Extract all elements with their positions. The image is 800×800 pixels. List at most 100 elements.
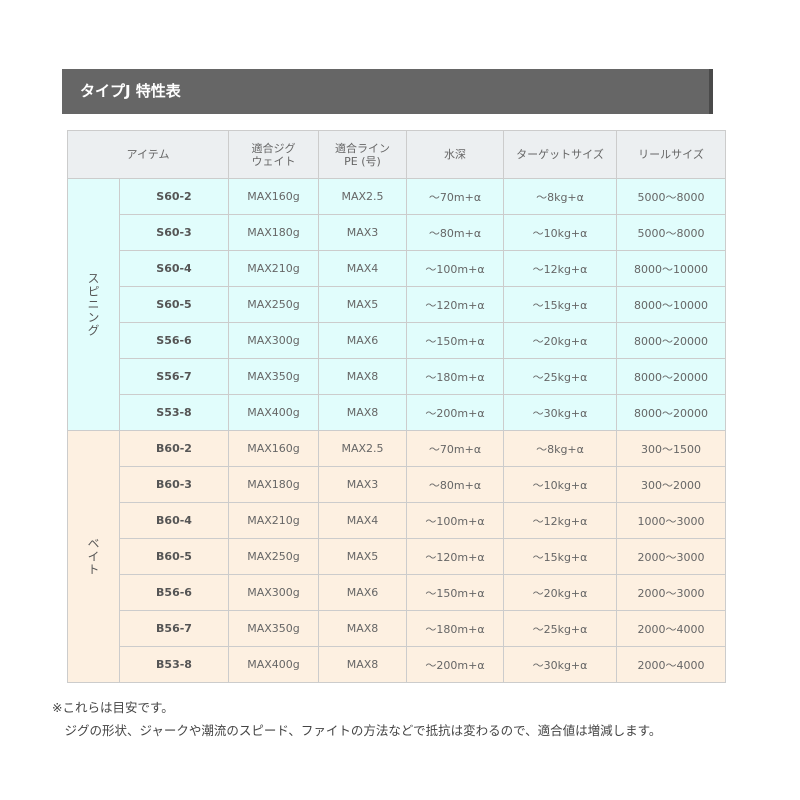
table-cell: ～12kg+α [503,250,617,287]
table-cell: ～25kg+α [503,358,617,395]
table-row: B60-3 MAX180g MAX3 ～80m+α ～10kg+α 300～2000 [68,466,726,503]
table-cell: 8000～20000 [616,394,726,431]
table-cell: MAX400g [228,646,319,683]
item-name-cell: B60-5 [119,538,229,575]
table-cell: 8000～10000 [616,250,726,287]
table-row: S53-8 MAX400g MAX8 ～200m+α ～30kg+α 8000～20000 [68,394,726,431]
table-row: S60-5 MAX250g MAX5 ～120m+α ～15kg+α 8000～10000 [68,286,726,323]
table-cell: MAX210g [228,502,319,539]
header-row: アイテム 適合ジグ ウェイト 適合ライン PE (号) 水深 ターゲットサイズ リールサイ… [67,130,726,179]
table-cell: 2000～4000 [616,646,726,683]
item-name-cell: S60-4 [119,250,229,287]
item-name-cell: B60-4 [119,502,229,539]
table-cell: MAX250g [228,286,319,323]
table-cell: ～15kg+α [503,538,617,575]
table-cell: ～10kg+α [503,466,617,503]
table-cell: ～20kg+α [503,574,617,611]
table-cell: ～120m+α [406,286,504,323]
table-cell: MAX180g [228,214,319,251]
table-cell: MAX160g [228,178,319,215]
column-header: 適合ジグ ウェイト [228,130,319,179]
table-cell: MAX4 [318,502,407,539]
table-cell: MAX2.5 [318,430,407,467]
item-name-cell: B53-8 [119,646,229,683]
table-cell: ～80m+α [406,466,504,503]
table-cell: 1000～3000 [616,502,726,539]
table-cell: MAX5 [318,538,407,575]
item-name-cell: S53-8 [119,394,229,431]
table-cell: MAX8 [318,358,407,395]
table-cell: ～70m+α [406,178,504,215]
table-row: B56-7 MAX350g MAX8 ～180m+α ～25kg+α 2000～4000 [68,610,726,647]
table-row: B56-6 MAX300g MAX6 ～150m+α ～20kg+α 2000～3000 [68,574,726,611]
table-cell: ～20kg+α [503,322,617,359]
table-cell: ～12kg+α [503,502,617,539]
item-name-cell: S56-7 [119,358,229,395]
table-cell: ～150m+α [406,322,504,359]
table-cell: MAX210g [228,250,319,287]
table-cell: MAX6 [318,574,407,611]
item-name-cell: S56-6 [119,322,229,359]
table-cell: MAX160g [228,430,319,467]
table-cell: 300～2000 [616,466,726,503]
table-row: B60-5 MAX250g MAX5 ～120m+α ～15kg+α 2000～3000 [68,538,726,575]
table-row: スピニング S60-2 MAX160g MAX2.5 ～70m+α ～8kg+α 5000～… [67,178,726,431]
table-cell: ～30kg+α [503,646,617,683]
table-cell: MAX180g [228,466,319,503]
section-title: タイプJ 特性表 [80,82,181,100]
table-cell: ～100m+α [406,250,504,287]
table-cell: MAX3 [318,466,407,503]
column-header: 適合ライン PE (号) [318,130,407,179]
table-cell: MAX300g [228,574,319,611]
column-header: リールサイズ [616,130,726,179]
note-line-2: ジグの形状、ジャークや潮流のスピード、ファイトの方法などで抵抗は変わるので、適合… [52,723,662,738]
table-cell: ～180m+α [406,358,504,395]
item-name-cell: B56-6 [119,574,229,611]
table-cell: 5000～8000 [616,178,726,215]
column-header: ターゲットサイズ [503,130,617,179]
item-name-cell: S60-5 [119,286,229,323]
spec-table: アイテム 適合ジグ ウェイト 適合ライン PE (号) 水深 ターゲットサイズ リールサイ… [67,130,726,683]
table-cell: ～70m+α [406,430,504,467]
table-cell: 8000～20000 [616,322,726,359]
table-cell: 2000～3000 [616,574,726,611]
table-cell: MAX2.5 [318,178,407,215]
table-cell: ～25kg+α [503,610,617,647]
table-row: ベイト B60-2 MAX160g MAX2.5 ～70m+α ～8kg+α 300～150… [67,430,726,683]
note-line-1: ※これらは目安です。 [52,700,174,715]
table-cell: MAX4 [318,250,407,287]
table-row: B53-8 MAX400g MAX8 ～200m+α ～30kg+α 2000～4000 [68,646,726,683]
table-cell: MAX8 [318,610,407,647]
table-cell: ～30kg+α [503,394,617,431]
table-row: B60-4 MAX210g MAX4 ～100m+α ～12kg+α 1000～3000 [68,502,726,539]
table-cell: MAX6 [318,322,407,359]
table-cell: ～200m+α [406,646,504,683]
item-name-cell: B56-7 [119,610,229,647]
table-cell: 8000～10000 [616,286,726,323]
table-row: S56-6 MAX300g MAX6 ～150m+α ～20kg+α 8000～20000 [68,322,726,359]
table-cell: MAX400g [228,394,319,431]
table-cell: ～80m+α [406,214,504,251]
table-cell: 5000～8000 [616,214,726,251]
group-label: スピニング [67,178,120,431]
table-cell: 2000～4000 [616,610,726,647]
table-cell: MAX350g [228,358,319,395]
item-name-cell: B60-2 [119,430,229,467]
column-header: 水深 [406,130,504,179]
table-cell: ～200m+α [406,394,504,431]
table-cell: ～100m+α [406,502,504,539]
table-row: S60-3 MAX180g MAX3 ～80m+α ～10kg+α 5000～8000 [68,214,726,251]
table-row: S60-4 MAX210g MAX4 ～100m+α ～12kg+α 8000～10000 [68,250,726,287]
item-name-cell: S60-2 [119,178,229,215]
table-cell: ～120m+α [406,538,504,575]
item-name-cell: B60-3 [119,466,229,503]
table-cell: MAX3 [318,214,407,251]
table-cell: 300～1500 [616,430,726,467]
table-cell: ～8kg+α [503,178,617,215]
table-cell: MAX8 [318,394,407,431]
section-title-bar: タイプJ 特性表 [62,69,713,114]
table-cell: MAX300g [228,322,319,359]
table-cell: ～8kg+α [503,430,617,467]
group-label: ベイト [67,430,120,683]
table-cell: ～150m+α [406,574,504,611]
